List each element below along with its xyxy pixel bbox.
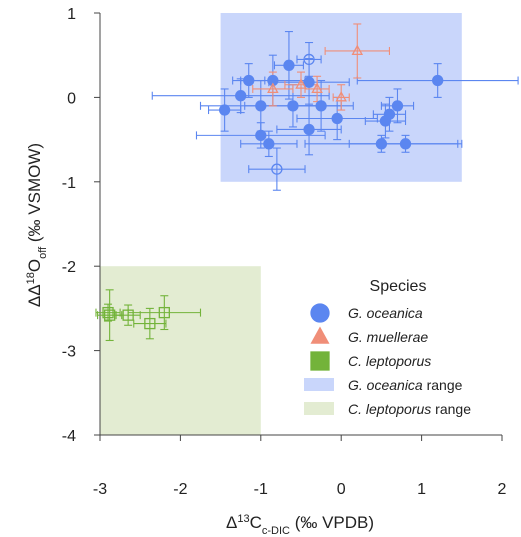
x-tick-label: 1 [417,481,426,498]
c-leptoporus-point [103,309,116,321]
legend-entry: C. leptoporus range [304,401,471,417]
g-oceanica-point [315,100,327,112]
legend-label-suffix: range [431,401,471,417]
g-oceanica-point [375,138,388,150]
c-leptoporus-point [122,309,134,321]
x-axis-title-sub: c-DIC [262,525,290,537]
axes [94,12,503,441]
legend-entry: G. oceanica range [304,377,463,393]
x-axis-title-main: C [250,513,262,532]
y-axis-title-sub: off [37,246,49,259]
legend-label: G. muellerae [348,329,428,345]
g-oceanica-point [271,163,283,175]
legend-label: G. oceanica [348,305,423,321]
y-axis-title-prefix: ΔΔ [25,284,44,307]
g-oceanica-point [303,123,315,136]
data-markers [102,44,444,330]
legend-entries: G. oceanica G. muellerae C. leptoporus G. o… [304,303,471,417]
g-muellerae-point [311,82,323,94]
legend-label: G. oceanica range [348,377,463,393]
legend-entry: G. muellerae [310,326,428,345]
y-axis-title: ΔΔ18Ooff (‰ VSMOW) [25,143,49,307]
c-leptoporus-point [102,306,114,319]
legend-label-name: C. leptoporus [348,353,431,369]
g-oceanica-point [255,100,267,112]
legend-label: C. leptoporus [348,353,431,369]
legend-title: Species [370,278,427,295]
legend: Species G. oceanica G. muellerae C. leptop… [304,278,471,417]
legend-entry: C. leptoporus [310,351,431,371]
g-oceanica-point [303,53,315,66]
legend-marker [310,303,330,323]
y-tick-label: 1 [67,6,76,23]
x-axis-title-prefix: Δ [226,513,237,532]
x-tick-label: -2 [173,481,187,498]
g-muellerae-point [335,90,347,102]
g-oceanica-point [283,59,295,71]
legend-entry: G. oceanica [310,303,423,323]
g-oceanica-point [255,129,267,142]
range-bands [100,13,462,435]
g-oceanica-point [267,74,279,87]
x-axis-title-suffix: (‰ VPDB) [290,513,374,532]
x-axis-title: Δ13Cc-DIC (‰ VPDB) [226,513,374,537]
g-oceanica-point [391,100,404,112]
y-axis-title-suffix: (‰ VSMOW) [25,143,44,247]
y-tick-label: -3 [62,344,76,361]
g-muellerae-point [351,44,364,56]
g-oceanica-point [243,74,255,87]
legend-label-suffix: range [423,377,463,393]
x-tick-label: -1 [254,481,268,498]
g-oceanica-point [383,108,396,120]
y-tick-labels: 1 0 -1 -2 -3 -4 [62,6,76,445]
g-muellerae-point [267,82,279,94]
legend-label-name: G. oceanica [348,305,423,321]
x-tick-labels: -3 -2 -1 0 1 2 [93,481,507,498]
legend-label-name: C. leptoporus [348,401,431,417]
g-oceanica-point [432,74,444,87]
legend-label-name: G. muellerae [348,329,428,345]
y-tick-label: -1 [62,175,76,192]
y-axis-title-sup: 18 [25,272,37,284]
g-oceanica-point [235,90,247,102]
y-tick-label: -2 [62,259,76,276]
g-muellerae-point [295,78,307,89]
g-oceanica-point [331,112,343,125]
legend-marker [310,326,330,344]
c-leptoporus-point [144,317,156,330]
legend-label-name: G. oceanica [348,377,423,393]
legend-label: C. leptoporus range [348,401,471,417]
g-oceanica-point [399,138,412,150]
y-tick-label: -4 [62,428,76,445]
legend-swatch [304,378,334,391]
g-oceanica-point [263,138,275,150]
legend-marker [310,351,330,371]
x-axis-title-sup: 13 [237,513,249,525]
range-band-1 [100,266,261,435]
y-tick-label: 0 [67,90,76,107]
y-axis-title-main: O [25,259,44,272]
legend-swatch [304,402,334,415]
x-tick-label: 0 [337,481,346,498]
x-tick-label: 2 [498,481,507,498]
c-leptoporus-point [158,306,170,319]
g-oceanica-point [287,100,299,112]
g-oceanica-point [303,76,315,88]
g-oceanica-point [218,104,231,116]
x-tick-label: -3 [93,481,107,498]
